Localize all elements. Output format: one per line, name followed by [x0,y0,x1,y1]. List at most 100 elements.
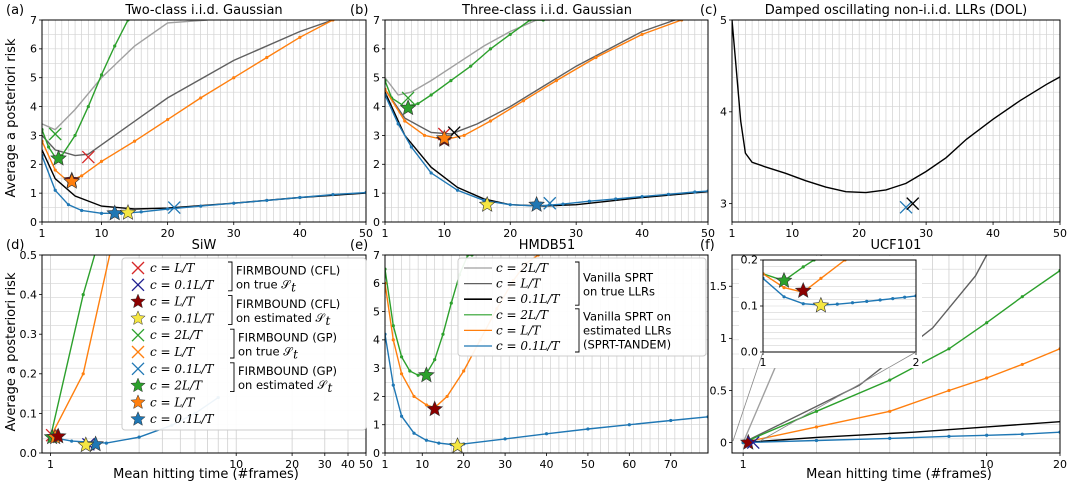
panel-b-series-5-point [429,171,433,175]
panel-f-series-4-point [947,388,951,393]
panel-b-series-5-point [666,192,671,196]
panel-a-series-5-point [80,208,84,213]
panel-f-inset-series-2-point [782,295,786,299]
panel-f-inset-series-2-point [878,298,882,302]
panel-f-series-3-point [985,321,989,325]
panel-e-series-0-point [408,369,412,373]
panel-d-y-tick-label-2: 0.2 [20,368,38,381]
legend-firmbound-group-2-sub: on true 𝒮 [238,345,294,359]
panel-b-y-tick-label-0: 0 [373,216,380,229]
panel-a-series-0-line [42,20,208,131]
panel-a-y-tick-label-5: 5 [30,72,37,85]
legend-vanilla: c = 2L/Tc = L/Tc = 0.1L/Tc = 2L/Tc = L/T… [457,257,707,357]
grid [731,19,1061,223]
panel-d-y-tick-label-3: 0.3 [20,328,38,341]
panel-b-star-marker-6 [435,129,453,146]
panel-a-x-tick-label-3: 30 [227,227,241,240]
panel-e-star-marker-2 [449,437,466,453]
panel-b-y-tick-label-3: 3 [373,129,380,142]
panel-d-y-tick-label-4: 0.4 [20,288,38,301]
panel-f-inset-star-marker-2 [812,296,830,313]
panel-a-series-1-line [42,20,334,157]
panel-b-series-3-point [508,32,512,37]
panel-a-series-4-point [99,159,104,163]
legend-firmbound-marker-6 [131,362,145,376]
panel-d-label: (d) [6,238,24,253]
panel-e-x-tick-label-1: 10 [415,458,429,471]
panel-e-series-1-point [391,338,395,342]
panel-e-x-tick-label-5: 50 [581,458,595,471]
panel-e-y-tick-label-4: 4 [373,334,380,347]
panel-a-y-tick-label-2: 2 [30,158,37,171]
panel-f-x-marker-1 [746,436,760,450]
panel-a-x-tick-label-1: 10 [95,227,109,240]
panel-d-series-2-point [137,435,141,439]
panel-e-y-tick-label-6: 6 [373,277,380,290]
panel-d-x-tick-label-3: 30 [318,458,332,471]
panel-a-x-tick-label-5: 50 [359,227,373,240]
legend-vanilla-group-0-title: Vanilla SPRT [583,271,654,285]
panel-e-series-1-point [462,369,466,373]
panel-d-series-1-line [49,255,111,438]
grid [41,19,367,223]
panel-f-inset-y-tick-label-1: 0.1 [741,300,759,313]
panel-c-x-marker-1 [906,197,920,211]
panel-b-series-5-point [482,198,486,202]
panel-e-title: HMDB51 [519,238,575,253]
panel-a-series-5-point [298,195,302,200]
panel-d-y-tick-label-5: 0.5 [20,249,38,262]
panel-a-series-4-point [232,76,236,80]
panel-e-series-1-point [424,403,429,407]
panel-d-series-0-point [81,293,85,297]
panel-b-series-5-point [693,190,697,194]
legend-firmbound-label-5: c = L/T [150,345,195,359]
panel-f-series-3-point [888,378,892,382]
panel-b-series-5-line [385,94,708,207]
panel-a-series-3-point [47,145,51,149]
panel-f-inset-y-tick-label-2: 0.2 [741,254,759,267]
legend-firmbound-marker-2 [130,293,146,309]
panel-a-series-3-point [113,44,117,48]
panel-b-series-4-point [422,133,427,138]
panel-e-series-1-point [399,372,404,376]
panel-e-series-0-point [441,332,445,336]
panel-f-series-4-point [888,409,892,413]
panel-e-series-0-point [399,355,404,359]
panel-e-star-marker-0 [418,366,435,383]
panel-f-series-4-point [985,376,989,380]
panel-b-x-marker-3 [543,196,557,210]
panel-e-y-tick-label-1: 1 [373,419,380,432]
panel-a-series-3-point [86,104,90,109]
panel-d-x-tick-label-5: 50 [359,458,373,471]
legend-firmbound-group-0-sub: on true 𝒮 [236,277,292,291]
panel-f-star-marker-0 [739,433,757,450]
panel-f-y-tick-label-3: 1.5 [710,280,728,293]
panel-a-star-marker-5 [63,172,81,189]
panel-b-series-5-point [455,188,460,192]
panel-b-series-5-point [561,202,565,206]
panel-e-series-2-point [586,427,590,431]
panel-d-series-2-point [70,439,74,443]
panel-a-star-marker-7 [119,204,137,220]
panel-f-inset-x-tick-label-0: 1 [760,356,767,369]
legend-firmbound-marker-4 [131,328,145,342]
panel-d-title: SiW [192,238,217,253]
panel-d-series-1-point [81,372,85,376]
legend-vanilla-group-1-note: (SPRT-TANDEM) [583,337,671,351]
panel-a-label: (a) [6,3,24,18]
panel-b-series-5-point [409,145,413,149]
legend-vanilla-group-1-sub: estimated LLRs [583,323,671,337]
panel-f-inset-star-marker-1 [794,282,812,298]
panel-b-frame [384,19,709,223]
panel-a-series-4-point [166,117,170,122]
panel-f-inset-series-2-point [903,295,907,299]
panel-e-series-2-point [503,437,507,441]
panel-a-y-tick-label-1: 1 [30,187,37,200]
panel-a-series-5-point [199,204,203,208]
panel-a-y-tick-label-0: 0 [30,216,37,229]
legend-firmbound-group-1-title: FIRMBOUND (CFL) [236,297,340,311]
panel-e-x-tick-label-3: 30 [498,458,512,471]
panel-a-x-tick-label-4: 40 [293,227,307,240]
panel-d-y-tick-label-1: 0.1 [20,407,38,420]
panel-a-series-4-point [265,55,269,60]
